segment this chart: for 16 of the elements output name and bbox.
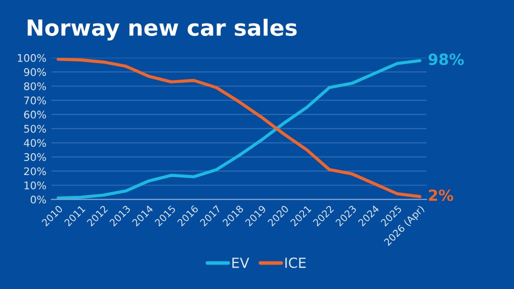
y-tick-label: 80% — [24, 82, 46, 90]
y-tick-label: 40% — [24, 138, 46, 147]
y-tick-label: 20% — [24, 167, 46, 176]
y-tick-label: 100% — [18, 54, 46, 62]
legend-label: ICE — [285, 258, 306, 268]
y-tick-label: 90% — [24, 68, 46, 76]
data-label: 2% — [428, 189, 454, 202]
chart-title: Norway new car sales — [28, 18, 297, 40]
y-tick-label: 30% — [24, 153, 46, 162]
y-tick-label: 60% — [24, 110, 46, 119]
y-tick-label: 70% — [24, 96, 46, 104]
y-tick-label: 0% — [30, 196, 46, 204]
legend-label: EV — [232, 258, 250, 268]
data-label: 98% — [428, 54, 464, 66]
y-tick-label: 10% — [24, 181, 46, 190]
y-tick-label: 50% — [24, 124, 46, 133]
